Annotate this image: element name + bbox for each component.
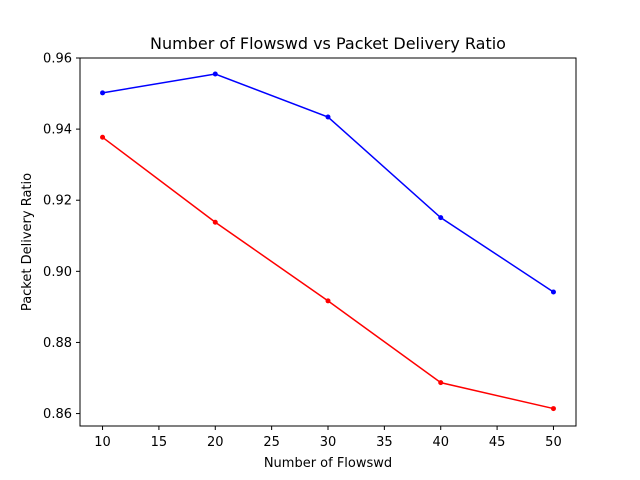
y-tick-label: 0.88 bbox=[43, 336, 72, 351]
x-tick-label: 20 bbox=[207, 435, 224, 450]
x-axis-ticks: 10 15 20 25 30 35 40 45 50 bbox=[94, 426, 562, 450]
series-layer bbox=[100, 71, 556, 412]
x-tick-label: 25 bbox=[263, 435, 280, 450]
series-1-point bbox=[550, 289, 556, 295]
series-2-point bbox=[325, 298, 331, 304]
series-2-point bbox=[100, 134, 106, 140]
y-tick-label: 0.94 bbox=[43, 123, 72, 138]
y-tick-label: 0.90 bbox=[43, 265, 72, 280]
series-2-point bbox=[550, 406, 556, 412]
series-1-point bbox=[438, 215, 444, 221]
y-tick-label: 0.86 bbox=[43, 407, 72, 422]
x-tick-label: 15 bbox=[151, 435, 168, 450]
x-axis-label: Number of Flowswd bbox=[264, 456, 392, 471]
x-tick-label: 50 bbox=[545, 435, 562, 450]
y-axis-label: Packet Delivery Ratio bbox=[20, 173, 35, 311]
x-tick-label: 40 bbox=[432, 435, 449, 450]
series-2-point bbox=[438, 380, 444, 386]
chart-title: Number of Flowswd vs Packet Delivery Rat… bbox=[150, 34, 506, 53]
series-1-point bbox=[325, 114, 331, 120]
x-tick-label: 30 bbox=[320, 435, 337, 450]
y-axis-ticks: 0.86 0.88 0.90 0.92 0.94 0.96 bbox=[43, 52, 80, 422]
series-1-point bbox=[212, 71, 218, 77]
x-tick-label: 10 bbox=[94, 435, 111, 450]
x-tick-label: 45 bbox=[489, 435, 506, 450]
series-1-point bbox=[100, 90, 106, 96]
y-tick-label: 0.96 bbox=[43, 52, 72, 67]
x-tick-label: 35 bbox=[376, 435, 393, 450]
series-2-point bbox=[212, 219, 218, 225]
y-tick-label: 0.92 bbox=[43, 194, 72, 209]
